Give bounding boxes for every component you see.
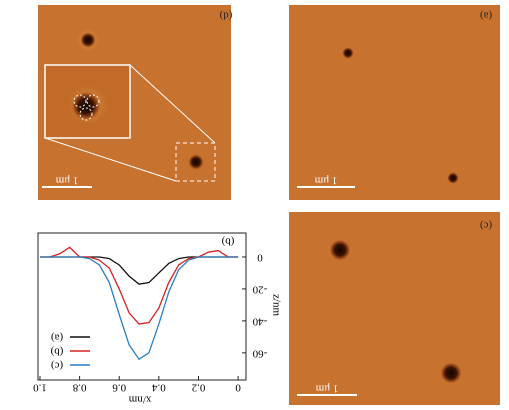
defect — [342, 47, 354, 59]
marker — [79, 107, 93, 121]
zoom-line — [129, 64, 216, 144]
marker — [73, 94, 87, 108]
x-tick-label: 0.2 — [192, 381, 206, 393]
y-tick-label: -40 — [252, 315, 267, 327]
x-tick-label: 1.0 — [33, 381, 47, 393]
y-tick-label: -20 — [252, 283, 267, 295]
afm-image — [289, 5, 500, 200]
zoom-line — [44, 137, 177, 182]
legend-label: (c) — [51, 359, 64, 371]
defect — [447, 172, 459, 184]
x-tick-label: 0.4 — [151, 381, 165, 393]
x-tick-label: 0.8 — [72, 381, 86, 393]
x-axis-label: x/nm — [128, 393, 151, 405]
defect — [80, 32, 96, 48]
defect — [188, 154, 204, 170]
panel-label: (a) — [480, 9, 493, 21]
defect — [71, 91, 101, 121]
panel-label: (d) — [219, 9, 232, 21]
marker — [86, 94, 100, 108]
defect — [329, 239, 351, 261]
defect — [440, 362, 462, 384]
legend-label: (b) — [50, 345, 63, 357]
y-axis-label: z/nm — [270, 294, 282, 316]
afm-image — [289, 212, 500, 405]
y-tick-label: 0 — [257, 251, 263, 263]
y-tick-label: -60 — [252, 347, 267, 359]
x-tick-label: 0 — [235, 381, 241, 393]
legend-label: (a) — [51, 331, 64, 343]
scale-label: 1 μm — [315, 382, 338, 394]
scale-label: 1 μm — [314, 174, 337, 186]
series-line — [39, 246, 239, 325]
panel-label: (c) — [480, 219, 493, 231]
scale-label: 1 μm — [55, 174, 78, 186]
zoom-box — [175, 142, 216, 182]
x-tick-label: 0.6 — [112, 381, 126, 393]
chart-title: (b) — [221, 235, 234, 247]
series-line — [39, 256, 239, 361]
